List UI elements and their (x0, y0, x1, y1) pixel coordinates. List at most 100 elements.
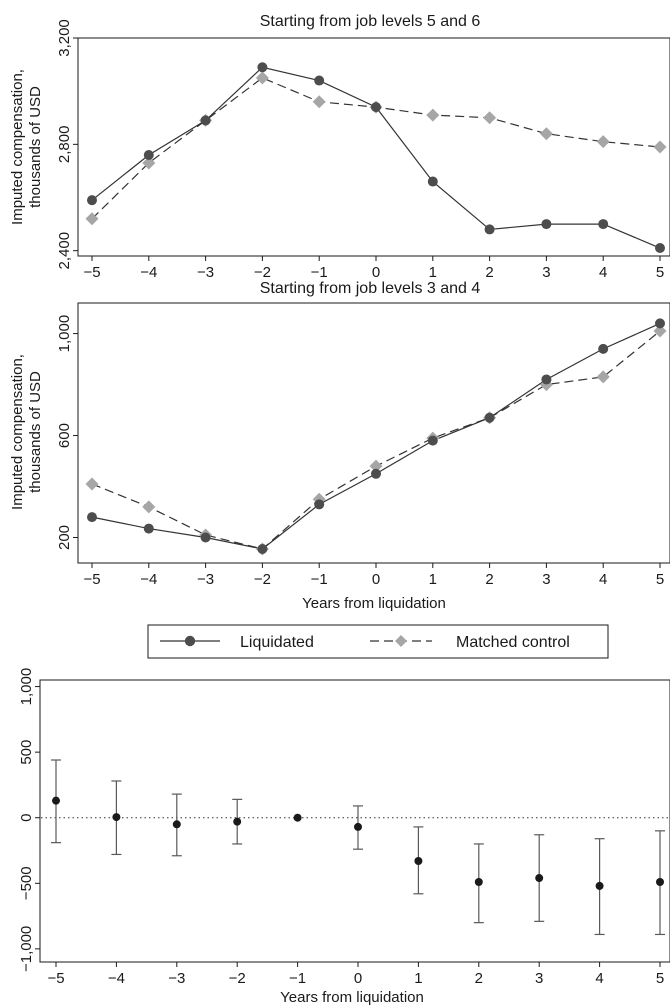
panel-top-x-tick-label: 0 (372, 264, 380, 281)
panel-top-control-point (312, 95, 326, 109)
panel-middle-liquidated-line (91, 322, 661, 550)
panel-bottom-x-tick-label: 1 (414, 970, 422, 987)
panel-top-control-point (539, 127, 553, 141)
panel-top-liquidated-point (598, 219, 609, 230)
panel-top-x-tick-label: −5 (83, 264, 100, 281)
panel-bottom-y-tick-label: 0 (18, 814, 35, 822)
panel-top-control-point (596, 135, 610, 149)
panel-middle-liquidated-point (655, 318, 665, 329)
legend: Liquidated Matched control (147, 624, 609, 659)
legend-liquidated-marker (184, 635, 196, 647)
panel-bottom-y-tick-label: −500 (18, 866, 35, 900)
panel-bottom-estimate-point (112, 813, 121, 822)
panel-top-x-tick-label: 5 (656, 264, 664, 281)
panel-top-control-point (483, 111, 497, 125)
panel-middle-liquidated-point (257, 543, 268, 554)
panel-middle-x-tick-label: −3 (197, 571, 214, 588)
panel-top-x-tick-label: 4 (599, 264, 607, 281)
panel-top-liquidated-point (87, 195, 97, 206)
panel-middle-x-tick-label: 2 (485, 571, 493, 588)
panel-bottom-estimates (41, 759, 669, 936)
legend-control-marker (395, 635, 407, 647)
panel-middle-liquidated-point (200, 532, 211, 543)
panel-top-liquidated-point (655, 243, 665, 254)
panel-middle-liquidated-point (598, 343, 609, 354)
panel-bottom-x-tick-label: 5 (656, 970, 664, 987)
panel-middle-control-point (85, 477, 99, 491)
panel-bottom-x-tick-label: −5 (47, 970, 64, 987)
panel-bottom-estimate-point (52, 796, 60, 805)
panel-top-x-tick-label: 2 (485, 264, 493, 281)
panel-middle-series (85, 318, 667, 556)
legend-control-label: Matched control (456, 634, 570, 651)
panel-top-control-point (426, 108, 440, 122)
panel-top-x-tick-label: −3 (197, 264, 214, 281)
panel-middle-y-axis: 200 600 1,000 (56, 315, 78, 550)
panel-middle-y-tick-label: 600 (56, 423, 73, 448)
panel-top-y-axis: 2,400 2,800 3,200 (56, 19, 78, 269)
panel-bottom-x-tick-label: −1 (289, 970, 306, 987)
panel-top-x-tick-label: 3 (542, 264, 550, 281)
panel-bottom-x-tick-label: −3 (168, 970, 185, 987)
panel-middle-control-point (596, 370, 610, 384)
panel-top-ylabel-line2: thousands of USD (27, 86, 44, 208)
panel-bottom-estimate-point (656, 877, 664, 886)
panel-top-liquidated-point (541, 219, 552, 230)
panel-middle-liquidated-point (427, 435, 438, 446)
panel-top-liquidated-point (143, 149, 154, 160)
panel-top-liquidated-point (371, 102, 381, 113)
panel-top-x-axis: −5 −4 −3 −2 −1 0 1 2 3 4 5 (83, 256, 664, 281)
panel-middle-liquidated-point (541, 374, 552, 385)
panel-bottom-estimate-point (414, 857, 423, 866)
panel-top-liquidated-point (484, 224, 495, 235)
panel-top-plot-frame (77, 37, 670, 257)
panel-top: Starting from job levels 5 and 6 Imputed… (9, 13, 670, 281)
panel-bottom-estimate-point (354, 822, 362, 831)
panel-bottom-x-tick-label: 2 (475, 970, 483, 987)
panel-middle-control-point (369, 459, 383, 473)
panel-middle-y-tick-label: 200 (56, 525, 73, 550)
panel-bottom-x-axis: −5 −4 −3 −2 −1 0 1 2 3 4 5 (47, 962, 664, 987)
panel-top-ylabel-line1: Imputed compensation, (9, 69, 26, 225)
panel-bottom-estimate-point (535, 874, 544, 883)
panel-middle-x-tick-label: 5 (656, 571, 664, 588)
panel-bottom-x-tick-label: −2 (229, 970, 246, 987)
panel-bottom: Years from liquidation −1,000 −500 0 500 1,0… (18, 668, 670, 1006)
panel-top-series (85, 62, 667, 254)
panel-bottom-estimate-point (293, 813, 302, 822)
panel-bottom-y-tick-label: 500 (18, 740, 35, 765)
panel-top-liquidated-line (91, 66, 661, 249)
panel-bottom-y-tick-label: −1,000 (18, 926, 35, 972)
panel-middle-ylabel-line2: thousands of USD (27, 371, 44, 493)
panel-middle-ylabel-line1: Imputed compensation, (9, 354, 26, 510)
panel-top-x-tick-label: −4 (140, 264, 157, 281)
panel-top-x-tick-label: −2 (254, 264, 271, 281)
panel-middle-liquidated-point (143, 523, 154, 534)
panel-top-y-tick-label: 2,400 (56, 232, 73, 270)
panel-top-liquidated-point (257, 62, 268, 73)
panel-middle-x-tick-label: −1 (311, 571, 328, 588)
panel-middle-x-tick-label: 3 (542, 571, 550, 588)
panel-top-liquidated-point (314, 75, 325, 86)
panel-bottom-estimate-point (172, 820, 181, 829)
panel-bottom-estimate-point (595, 881, 604, 890)
panel-middle-title: Starting from job levels 3 and 4 (260, 280, 481, 297)
panel-bottom-estimate-point (233, 817, 242, 826)
panel-middle-x-tick-label: −4 (140, 571, 157, 588)
panel-top-control-point (142, 156, 156, 170)
panel-top-liquidated-point (427, 176, 438, 187)
panel-top-control-line (91, 77, 661, 220)
panel-top-y-tick-label: 2,800 (56, 126, 73, 164)
panel-top-control-point (255, 71, 269, 85)
panel-middle-x-tick-label: −2 (254, 571, 271, 588)
panel-bottom-y-axis: −1,000 −500 0 500 1,000 (18, 668, 40, 972)
panel-bottom-x-tick-label: −4 (108, 970, 125, 987)
panel-middle-x-tick-label: 0 (372, 571, 380, 588)
panel-middle-liquidated-point (371, 468, 381, 479)
panel-middle-x-axis: −5 −4 −3 −2 −1 0 1 2 3 4 5 (83, 563, 664, 588)
panel-top-title: Starting from job levels 5 and 6 (260, 13, 481, 30)
panel-middle-control-point (653, 324, 667, 338)
panel-middle-liquidated-point (484, 412, 495, 423)
panel-middle-xlabel: Years from liquidation (302, 595, 446, 612)
